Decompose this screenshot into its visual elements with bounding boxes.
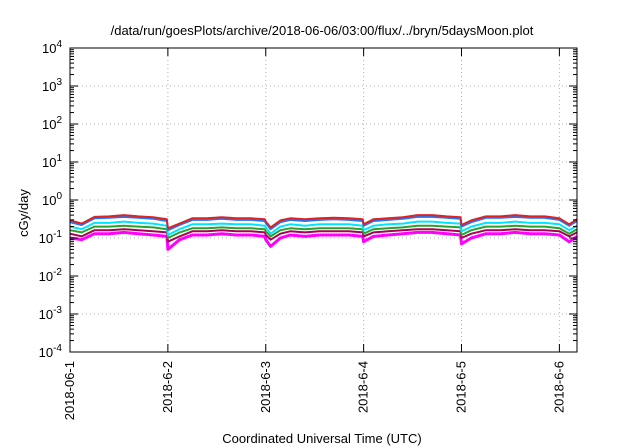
y-tick-base: 10 (39, 269, 53, 284)
x-tick-label: 2018-6-6 (551, 361, 566, 413)
y-tick-exp: -3 (53, 305, 62, 316)
axes (69, 47, 578, 353)
y-tick-label: 103 (42, 77, 62, 94)
x-tick-label: 2018-6-5 (454, 361, 469, 413)
series-line-5 (69, 214, 578, 230)
y-tick-exp: 1 (56, 153, 62, 164)
grid (70, 48, 577, 352)
y-tick-exp: 3 (56, 77, 62, 88)
y-tick-exp: -4 (53, 343, 62, 354)
y-tick-exp: -2 (53, 267, 62, 278)
y-tick-label: 10-4 (39, 343, 63, 360)
y-tick-exp: -1 (53, 229, 62, 240)
y-tick-exp: 2 (56, 115, 62, 126)
y-tick-base: 10 (42, 193, 56, 208)
plot-frame (69, 47, 578, 353)
x-tick-labels: 2018-06-1 2018-6-2 2018-6-3 2018-6-4 2018-6-… (62, 361, 566, 420)
y-tick-base: 10 (42, 41, 56, 56)
y-tick-label: 10-3 (39, 305, 63, 322)
y-tick-base: 10 (42, 79, 56, 94)
y-tick-label: 104 (42, 39, 62, 56)
y-tick-label: 10-1 (39, 229, 63, 246)
y-tick-label: 102 (42, 115, 62, 132)
y-tick-label: 10-2 (39, 267, 63, 284)
y-tick-base: 10 (42, 155, 56, 170)
series-layer (69, 214, 578, 251)
y-tick-exp: 0 (56, 191, 62, 202)
y-tick-base: 10 (39, 345, 53, 360)
y-tick-base: 10 (39, 231, 53, 246)
chart-title: /data/run/goesPlots/archive/2018-06-06/0… (111, 23, 534, 38)
x-axis-label: Coordinated Universal Time (UTC) (222, 431, 421, 446)
x-tick-label: 2018-6-2 (160, 361, 175, 413)
series-line-0 (69, 230, 578, 251)
y-tick-label: 100 (42, 191, 62, 208)
y-tick-exp: 4 (56, 39, 62, 50)
y-tick-base: 10 (42, 117, 56, 132)
x-tick-label: 2018-6-3 (258, 361, 273, 413)
x-tick-label: 2018-6-4 (356, 361, 371, 413)
y-axis-label: cGy/day (16, 189, 31, 237)
y-tick-base: 10 (39, 307, 53, 322)
x-tick-label: 2018-06-1 (62, 361, 77, 420)
y-tick-label: 101 (42, 153, 62, 170)
